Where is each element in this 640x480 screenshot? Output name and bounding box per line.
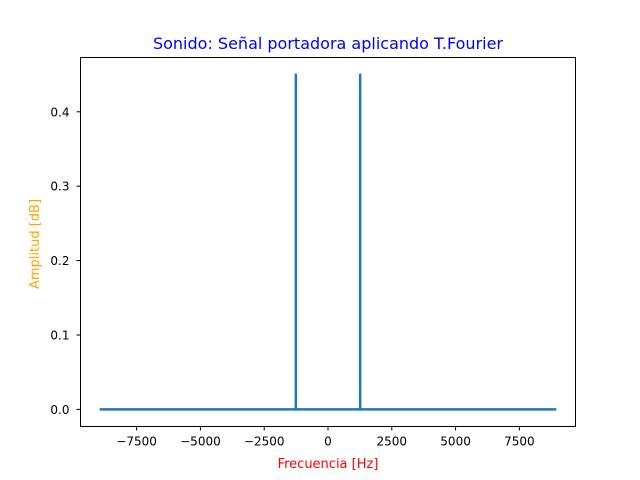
x-tick-label: 2500 — [377, 435, 408, 449]
y-tick-label: 0.1 — [50, 328, 69, 342]
y-tick-label: 0.3 — [50, 180, 69, 194]
x-tick-label: −2500 — [244, 435, 285, 449]
series-line-0 — [99, 73, 557, 411]
y-axis-label: Amplitud [dB] — [28, 199, 43, 289]
x-tick-label: −5000 — [180, 435, 221, 449]
x-axis-ticks: −7500 −5000 −2500 0 2500 5000 7500 — [116, 426, 535, 449]
chart-title: Sonido: Señal portadora aplicando T.Four… — [153, 34, 503, 53]
x-tick-label: 0 — [324, 435, 332, 449]
y-tick-label: 0.4 — [50, 105, 69, 119]
axes-frame — [80, 57, 576, 427]
y-axis-ticks: 0.0 0.1 0.2 0.3 0.4 — [50, 105, 81, 417]
y-tick-label: 0.2 — [50, 254, 69, 268]
x-tick-label: 7500 — [504, 435, 535, 449]
plot-area — [99, 73, 557, 411]
x-tick-label: −7500 — [116, 435, 157, 449]
x-axis-label: Frecuencia [Hz] — [278, 457, 379, 472]
x-tick-label: 5000 — [440, 435, 471, 449]
y-tick-label: 0.0 — [50, 403, 69, 417]
